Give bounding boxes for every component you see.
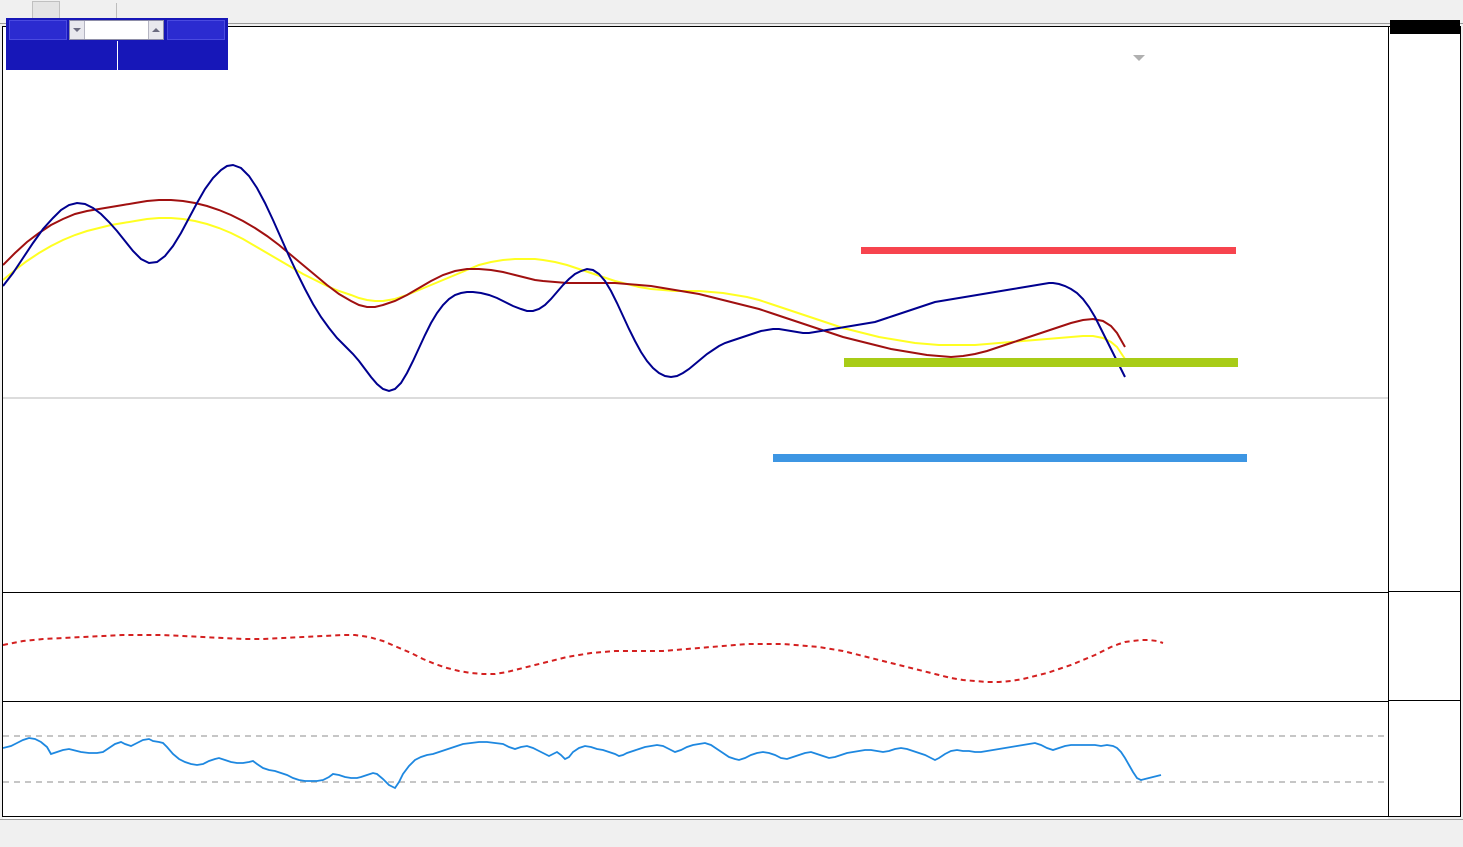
buy-price-display[interactable] <box>118 41 229 70</box>
one-click-trading-panel[interactable] <box>6 18 228 70</box>
trade-panel-prices <box>6 41 228 70</box>
price-pane[interactable] <box>3 43 1388 588</box>
rsi-pane[interactable] <box>3 701 1388 816</box>
toolbar-divider <box>116 3 117 20</box>
scale-divider-rsi <box>1389 700 1461 701</box>
sell-button[interactable] <box>9 20 67 40</box>
chart-scroll-marker-icon[interactable] <box>1133 55 1145 61</box>
caret-down-icon <box>73 28 81 32</box>
trade-panel-controls <box>6 18 228 41</box>
rsi-line <box>3 737 1162 790</box>
support-level-line <box>773 454 1247 462</box>
chart-tab-bar <box>0 819 1463 847</box>
price-chart-svg <box>3 163 1388 462</box>
volume-up-button[interactable] <box>148 21 163 39</box>
volume-down-button[interactable] <box>70 21 85 39</box>
current-price-tag <box>1390 20 1460 34</box>
volume-field[interactable] <box>69 20 164 40</box>
price-scale[interactable] <box>1388 20 1461 816</box>
resistance-level-line <box>861 247 1236 254</box>
caret-up-icon <box>152 28 160 32</box>
chart-window <box>2 20 1461 834</box>
sell-price-display[interactable] <box>6 41 118 70</box>
macd-signal-line <box>3 634 1164 683</box>
macd-pane[interactable] <box>3 592 1388 699</box>
rsi-chart-svg <box>3 735 1388 790</box>
buy-button[interactable] <box>167 20 225 40</box>
macd-chart-svg <box>3 634 1164 683</box>
volume-value[interactable] <box>85 21 148 39</box>
scale-divider-macd <box>1389 591 1461 592</box>
timeframe-toolbar <box>0 0 1463 24</box>
midline-level-line <box>844 358 1238 367</box>
